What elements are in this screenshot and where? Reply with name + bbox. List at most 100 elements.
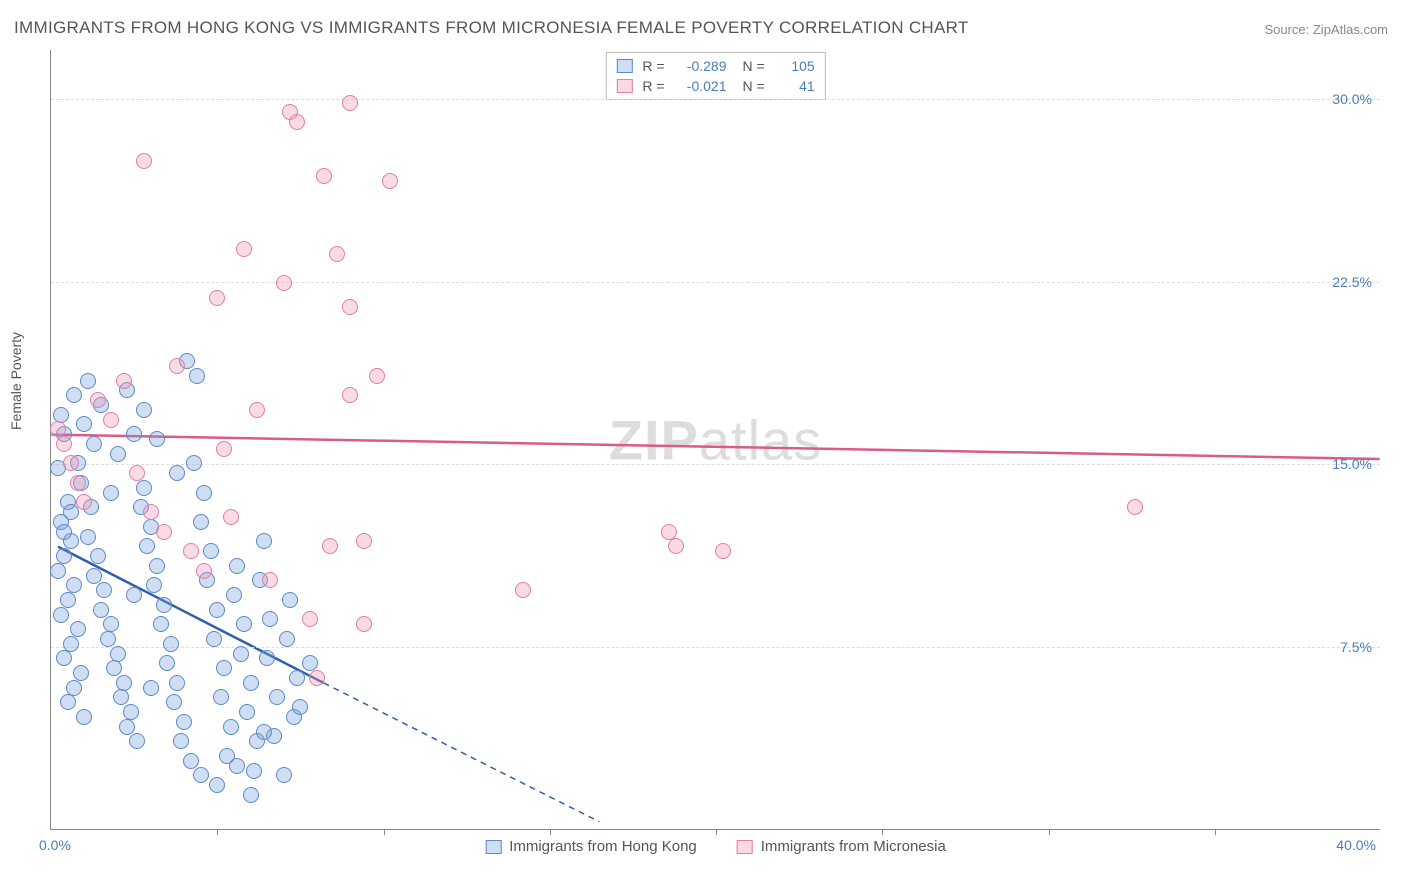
scatter-point [302,611,318,627]
x-tick [550,829,551,835]
scatter-point [50,421,66,437]
scatter-point [209,290,225,306]
scatter-point [196,563,212,579]
scatter-point [1127,499,1143,515]
scatter-point [110,646,126,662]
scatter-point [103,485,119,501]
legend-item: Immigrants from Micronesia [737,838,946,855]
y-axis-label: Female Poverty [8,332,24,430]
scatter-point [153,616,169,632]
stat-row: R = -0.021 N = 41 [616,76,814,96]
scatter-point [322,538,338,554]
scatter-point [282,592,298,608]
swatch-icon [485,840,501,854]
x-tick [1215,829,1216,835]
scatter-point [163,636,179,652]
scatter-point [262,572,278,588]
scatter-point [110,446,126,462]
n-value: 105 [775,56,815,76]
n-label: N = [743,56,765,76]
y-tick-label: 30.0% [1332,91,1372,107]
scatter-point [119,719,135,735]
scatter-point [80,373,96,389]
scatter-point [189,368,205,384]
grid-line [51,99,1380,100]
legend-item: Immigrants from Hong Kong [485,838,697,855]
scatter-point [223,509,239,525]
grid-line [51,282,1380,283]
scatter-point [186,455,202,471]
chart-title: IMMIGRANTS FROM HONG KONG VS IMMIGRANTS … [14,18,969,38]
scatter-point [53,607,69,623]
source-label: Source: ZipAtlas.com [1264,22,1388,37]
scatter-point [93,602,109,618]
scatter-point [256,724,272,740]
scatter-point [169,675,185,691]
grid-line [51,464,1380,465]
scatter-point [223,719,239,735]
scatter-point [183,543,199,559]
scatter-point [70,475,86,491]
scatter-point [356,533,372,549]
scatter-point [103,412,119,428]
scatter-point [289,670,305,686]
scatter-point [90,548,106,564]
plot-area: ZIPatlas R = -0.289 N = 105 R = -0.021 N… [50,50,1380,830]
scatter-point [661,524,677,540]
r-label: R = [642,76,664,96]
n-label: N = [743,76,765,96]
scatter-point [129,465,145,481]
scatter-point [90,392,106,408]
scatter-point [302,655,318,671]
scatter-point [159,655,175,671]
scatter-point [203,543,219,559]
legend-label: Immigrants from Hong Kong [509,838,697,855]
x-axis-max: 40.0% [1336,837,1376,853]
scatter-point [193,767,209,783]
scatter-point [209,602,225,618]
scatter-point [73,665,89,681]
scatter-point [156,524,172,540]
scatter-point [63,636,79,652]
scatter-point [53,407,69,423]
scatter-point [289,114,305,130]
scatter-point [515,582,531,598]
scatter-point [216,660,232,676]
scatter-point [139,538,155,554]
scatter-point [63,455,79,471]
scatter-point [106,660,122,676]
scatter-point [246,763,262,779]
scatter-point [66,680,82,696]
x-tick [1049,829,1050,835]
x-tick [217,829,218,835]
scatter-point [276,275,292,291]
scatter-point [56,548,72,564]
scatter-point [176,714,192,730]
scatter-point [209,777,225,793]
scatter-point [193,514,209,530]
scatter-point [316,168,332,184]
scatter-point [60,694,76,710]
scatter-point [276,767,292,783]
scatter-point [56,524,72,540]
grid-line [51,647,1380,648]
scatter-point [100,631,116,647]
scatter-point [56,650,72,666]
scatter-point [206,631,222,647]
r-value: -0.289 [675,56,727,76]
scatter-point [342,299,358,315]
swatch-icon [737,840,753,854]
scatter-point [70,621,86,637]
scatter-point [269,689,285,705]
scatter-point [668,538,684,554]
swatch-icon [616,59,632,73]
scatter-point [309,670,325,686]
scatter-point [56,436,72,452]
scatter-point [236,616,252,632]
y-tick-label: 15.0% [1332,456,1372,472]
scatter-point [213,689,229,705]
scatter-point [80,529,96,545]
scatter-point [116,373,132,389]
chart-container: IMMIGRANTS FROM HONG KONG VS IMMIGRANTS … [0,0,1406,892]
scatter-point [183,753,199,769]
